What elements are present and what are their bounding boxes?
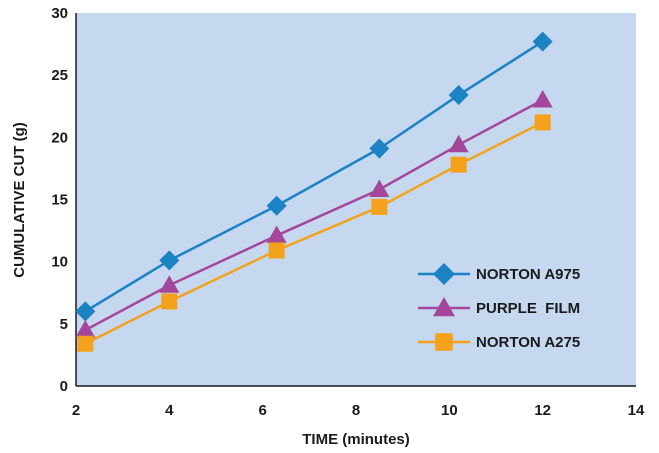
diamond-marker bbox=[159, 250, 180, 271]
series-0 bbox=[75, 31, 553, 322]
diamond-marker bbox=[266, 195, 287, 216]
triangle-marker bbox=[266, 225, 287, 244]
diamond-marker bbox=[75, 301, 96, 322]
axes bbox=[75, 13, 636, 387]
series-group bbox=[75, 31, 553, 352]
diamond-marker bbox=[433, 263, 455, 285]
legend-label: NORTON A275 bbox=[476, 334, 580, 351]
square-marker bbox=[268, 242, 285, 259]
legend-item: PURPLE FILM bbox=[418, 297, 580, 317]
series-line bbox=[84, 121, 544, 345]
legend-label: PURPLE FILM bbox=[476, 300, 580, 317]
y-tick-label: 25 bbox=[51, 67, 68, 84]
x-tick-label: 6 bbox=[258, 402, 266, 419]
triangle-marker bbox=[433, 297, 455, 317]
triangle-marker bbox=[159, 275, 180, 293]
square-marker bbox=[450, 156, 467, 173]
triangle-marker bbox=[369, 179, 390, 198]
x-tick-label: 2 bbox=[72, 402, 80, 419]
series-line bbox=[84, 98, 544, 332]
diamond-marker bbox=[532, 31, 553, 52]
square-marker bbox=[371, 198, 388, 215]
x-axis-title: TIME (minutes) bbox=[302, 431, 410, 448]
legend-item: NORTON A275 bbox=[418, 333, 580, 351]
diamond-marker bbox=[369, 138, 390, 159]
x-tick-label: 12 bbox=[534, 402, 551, 419]
ticks: 2 4 6 8 10 12 14 0 5 10 15 20 25 30 bbox=[51, 5, 645, 419]
square-marker bbox=[77, 335, 94, 352]
legend: NORTON A975 PURPLE FILM NORTON A275 bbox=[418, 263, 580, 351]
y-tick-label: 15 bbox=[51, 192, 68, 209]
square-marker bbox=[534, 114, 551, 131]
series-1 bbox=[75, 90, 553, 338]
x-tick-label: 8 bbox=[352, 402, 360, 419]
y-tick-label: 5 bbox=[60, 316, 68, 333]
series-2 bbox=[77, 114, 551, 352]
x-tick-label: 4 bbox=[165, 402, 174, 419]
legend-item: NORTON A975 bbox=[418, 263, 580, 285]
y-tick-label: 30 bbox=[51, 5, 68, 22]
triangle-marker bbox=[532, 90, 553, 108]
x-tick-label: 14 bbox=[628, 402, 645, 419]
square-marker bbox=[435, 333, 453, 351]
diamond-marker bbox=[448, 85, 469, 106]
triangle-marker bbox=[448, 134, 469, 153]
y-tick-label: 20 bbox=[51, 129, 68, 146]
y-tick-label: 10 bbox=[51, 254, 68, 271]
y-axis-title: CUMULATIVE CUT (g) bbox=[11, 122, 28, 278]
square-marker bbox=[161, 293, 178, 310]
series-line bbox=[84, 40, 544, 313]
triangle-marker bbox=[75, 320, 96, 338]
legend-label: NORTON A975 bbox=[476, 266, 580, 283]
x-tick-label: 10 bbox=[441, 402, 458, 419]
y-tick-label: 0 bbox=[60, 378, 68, 395]
